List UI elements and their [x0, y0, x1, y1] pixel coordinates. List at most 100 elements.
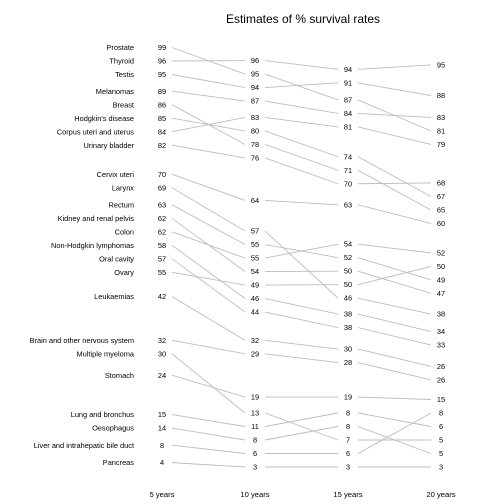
value-label-melanomas-2: 87: [251, 97, 259, 106]
value-label-cervix-uteri-1: 70: [158, 170, 166, 179]
value-label-testis-1: 95: [158, 70, 166, 79]
value-label-hodgkin-s-disease-3: 74: [344, 152, 352, 161]
value-label-prostate-1: 99: [158, 43, 166, 52]
x-tick-label-2: 10 years: [240, 490, 269, 499]
chart-title: Estimates of % survival rates: [226, 12, 380, 26]
slope-segment-non-hodgkin-lymphomas-3: [357, 313, 432, 332]
slope-segment-urinary-bladder-1: [171, 144, 246, 159]
category-label-pancreas: Pancreas: [103, 458, 135, 467]
slope-segment-rectum-3: [357, 257, 432, 281]
slope-segment-larynx-2: [264, 230, 339, 299]
value-label-brain-and-other-nervous-system-3: 28: [344, 358, 352, 367]
category-label-corpus-uteri-and-uterus: Corpus uteri and uterus: [57, 127, 135, 136]
x-tick-label-3: 15 years: [333, 490, 362, 499]
value-label-cervix-uteri-2: 64: [251, 196, 259, 205]
value-label-colon-1: 62: [158, 227, 166, 236]
slope-segment-prostate-2: [264, 73, 339, 101]
slope-segment-oral-cavity-2: [264, 311, 339, 328]
category-label-brain-and-other-nervous-system: Brain and other nervous system: [30, 336, 134, 345]
x-axis-tick-labels: 5 years 10 years 15 years 20 years: [150, 490, 456, 499]
value-label-ovary-1: 55: [158, 268, 166, 277]
value-label-urinary-bladder-2: 76: [251, 154, 259, 163]
category-label-non-hodgkin-lymphomas: Non-Hodgkin lymphomas: [51, 241, 134, 250]
value-label-leukaemias-3: 30: [344, 345, 352, 354]
value-label-corpus-uteri-and-uterus-3: 81: [344, 123, 352, 132]
value-label-oral-cavity-3: 38: [344, 323, 352, 332]
value-label-melanomas-3: 84: [344, 109, 352, 118]
slope-segment-larynx-1: [171, 187, 246, 232]
value-label-breast-3: 71: [344, 166, 352, 175]
value-label-breast-4: 65: [437, 206, 445, 215]
value-label-prostate-4: 81: [437, 127, 445, 136]
slope-segment-non-hodgkin-lymphomas-1: [171, 244, 246, 299]
value-label-liver-and-intrahepatic-bile-duct-1: 8: [160, 441, 164, 450]
slope-segment-testis-1: [171, 74, 246, 89]
value-label-corpus-uteri-and-uterus-4: 79: [437, 140, 445, 149]
category-label-testis: Testis: [115, 70, 134, 79]
value-label-oral-cavity-2: 44: [251, 308, 259, 317]
category-label-ovary: Ovary: [114, 268, 134, 277]
slope-segment-oesophagus-3: [357, 426, 432, 454]
value-label-rectum-2: 55: [251, 240, 259, 249]
value-label-leukaemias-4: 26: [437, 362, 445, 371]
value-label-corpus-uteri-and-uterus-2: 83: [251, 113, 259, 122]
category-labels: Prostate Thyroid Testis Melanomas Breast Hodg…: [30, 43, 135, 467]
category-label-melanomas: Melanomas: [96, 87, 135, 96]
value-label-oesophagus-3: 8: [346, 422, 350, 431]
slope-segment-leukaemias-3: [357, 348, 432, 367]
value-label-ovary-4: 50: [437, 262, 445, 271]
slope-segment-oesophagus-2: [264, 426, 339, 441]
slope-segment-cervix-uteri-3: [357, 204, 432, 224]
value-label-brain-and-other-nervous-system-1: 32: [158, 336, 166, 345]
category-label-prostate: Prostate: [106, 43, 134, 52]
value-label-kidney-and-renal-pelvis-1: 62: [158, 214, 166, 223]
slope-segment-leukaemias-1: [171, 296, 246, 341]
value-label-testis-4: 88: [437, 91, 445, 100]
value-label-rectum-1: 63: [158, 200, 166, 209]
value-label-testis-3: 91: [344, 78, 352, 87]
category-label-oral-cavity: Oral cavity: [99, 254, 134, 263]
slope-segment-stomach-3: [357, 396, 432, 400]
slope-segment-corpus-uteri-and-uterus-3: [357, 126, 432, 145]
slope-segment-multiple-myeloma-1: [171, 353, 246, 414]
value-label-larynx-2: 57: [251, 227, 259, 236]
slope-segment-corpus-uteri-and-uterus-1: [171, 116, 246, 133]
x-tick-label-4: 20 years: [426, 490, 455, 499]
value-label-lung-and-bronchus-1: 15: [158, 410, 166, 419]
category-label-colon: Colon: [115, 227, 134, 236]
value-label-ovary-3: 50: [344, 280, 352, 289]
value-label-stomach-2: 19: [251, 393, 259, 402]
slope-segment-liver-and-intrahepatic-bile-duct-3: [357, 412, 432, 454]
value-label-kidney-and-renal-pelvis-2: 54: [251, 267, 259, 276]
value-label-pancreas-2: 3: [253, 463, 257, 472]
slope-segment-testis-3: [357, 82, 432, 97]
value-label-oral-cavity-1: 57: [158, 254, 166, 263]
value-label-oesophagus-2: 8: [253, 436, 257, 445]
slope-segment-ovary-1: [171, 271, 246, 286]
value-label-liver-and-intrahepatic-bile-duct-4: 8: [439, 409, 443, 418]
slope-segment-kidney-and-renal-pelvis-3: [357, 270, 432, 294]
slope-segment-testis-2: [264, 82, 339, 89]
value-label-melanomas-4: 83: [437, 113, 445, 122]
value-label-larynx-4: 38: [437, 310, 445, 319]
category-label-leukaemias: Leukaemias: [94, 292, 134, 301]
value-label-hodgkin-s-disease-1: 85: [158, 114, 166, 123]
slope-segment-stomach-1: [171, 374, 246, 398]
slope-segment-colon-3: [357, 243, 432, 254]
slope-segment-melanomas-2: [264, 100, 339, 114]
value-label-brain-and-other-nervous-system-4: 26: [437, 376, 445, 385]
value-label-cervix-uteri-4: 60: [437, 219, 445, 228]
slope-segment-urinary-bladder-2: [264, 157, 339, 185]
value-label-kidney-and-renal-pelvis-4: 47: [437, 289, 445, 298]
slope-segment-non-hodgkin-lymphomas-2: [264, 298, 339, 315]
value-label-liver-and-intrahepatic-bile-duct-2: 6: [253, 449, 257, 458]
value-label-oral-cavity-4: 33: [437, 341, 445, 350]
category-label-urinary-bladder: Urinary bladder: [83, 141, 134, 150]
value-label-prostate-2: 95: [251, 70, 259, 79]
slope-segment-brain-and-other-nervous-system-2: [264, 353, 339, 363]
slope-segment-larynx-3: [357, 297, 432, 315]
category-label-stomach: Stomach: [105, 371, 134, 380]
value-label-larynx-1: 69: [158, 183, 166, 192]
